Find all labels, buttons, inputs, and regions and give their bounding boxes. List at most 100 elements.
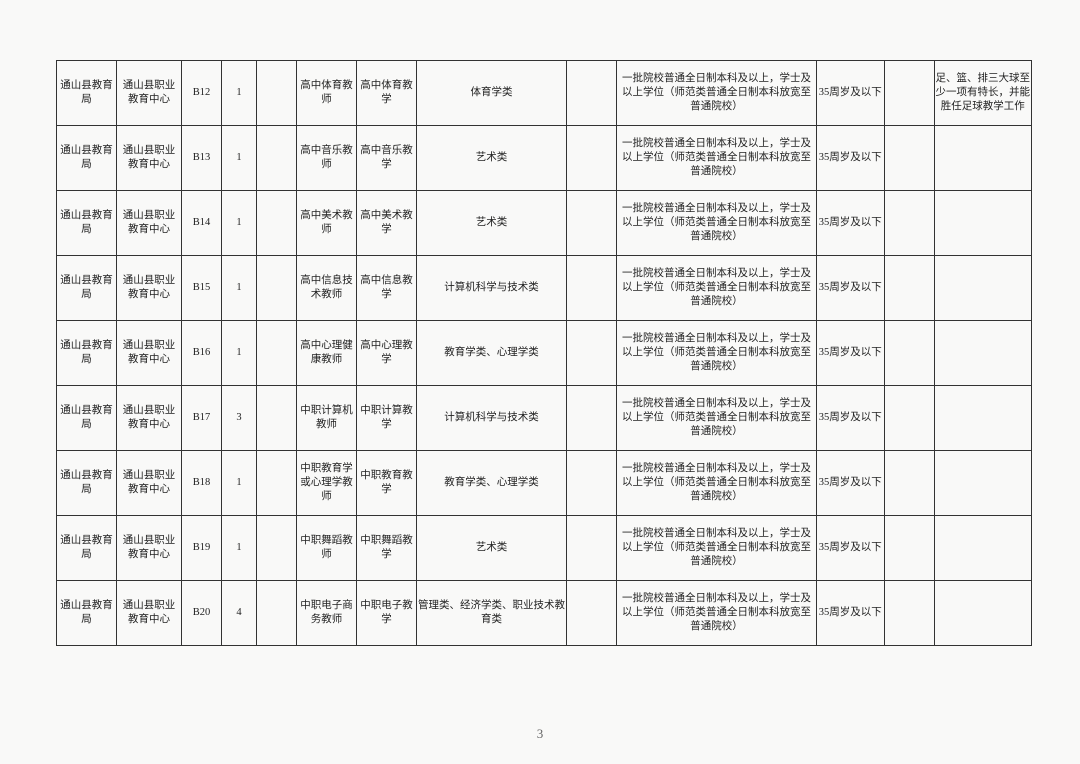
table-cell: 通山县教育局 <box>57 61 117 126</box>
table-cell: B13 <box>182 126 222 191</box>
table-cell: B15 <box>182 256 222 321</box>
table-cell <box>884 386 934 451</box>
table-cell: 足、篮、排三大球至少一项有特长，并能胜任足球教学工作 <box>934 61 1032 126</box>
table-cell: 艺术类 <box>417 191 567 256</box>
table-cell <box>567 61 617 126</box>
table-cell: B16 <box>182 321 222 386</box>
page-number: 3 <box>537 726 544 742</box>
table-cell: 教育学类、心理学类 <box>417 451 567 516</box>
table-cell: 通山县教育局 <box>57 126 117 191</box>
table-cell <box>257 256 297 321</box>
table-cell <box>884 321 934 386</box>
table-cell <box>934 256 1032 321</box>
table-cell <box>884 191 934 256</box>
table-cell: 1 <box>222 321 257 386</box>
table-cell: B17 <box>182 386 222 451</box>
table-cell <box>934 191 1032 256</box>
table-cell <box>257 61 297 126</box>
table-cell: 一批院校普通全日制本科及以上，学士及以上学位（师范类普通全日制本科放宽至普通院校… <box>617 191 817 256</box>
table-cell <box>884 61 934 126</box>
table-cell <box>884 126 934 191</box>
table-cell <box>567 126 617 191</box>
table-cell <box>257 321 297 386</box>
table-cell: 一批院校普通全日制本科及以上，学士及以上学位（师范类普通全日制本科放宽至普通院校… <box>617 256 817 321</box>
table-cell: 一批院校普通全日制本科及以上，学士及以上学位（师范类普通全日制本科放宽至普通院校… <box>617 126 817 191</box>
table-cell: 通山县职业教育中心 <box>117 191 182 256</box>
table-cell: 中职计算教学 <box>357 386 417 451</box>
table-cell: 1 <box>222 516 257 581</box>
table-body: 通山县教育局通山县职业教育中心B121高中体育教师高中体育教学体育学类一批院校普… <box>57 61 1032 646</box>
table-cell: 35周岁及以下 <box>817 321 885 386</box>
table-cell: 高中信息技术教师 <box>297 256 357 321</box>
table-cell: 高中音乐教学 <box>357 126 417 191</box>
table-row: 通山县教育局通山县职业教育中心B161高中心理健康教师高中心理教学教育学类、心理… <box>57 321 1032 386</box>
table-cell <box>257 191 297 256</box>
table-cell <box>257 516 297 581</box>
table-cell: 35周岁及以下 <box>817 126 885 191</box>
table-cell: 中职教育教学 <box>357 451 417 516</box>
table-cell: 通山县教育局 <box>57 451 117 516</box>
table-cell: 计算机科学与技术类 <box>417 386 567 451</box>
table-row: 通山县教育局通山县职业教育中心B191中职舞蹈教师中职舞蹈教学艺术类一批院校普通… <box>57 516 1032 581</box>
table-cell: 4 <box>222 581 257 646</box>
table-cell: 中职舞蹈教学 <box>357 516 417 581</box>
table-cell: 中职计算机教师 <box>297 386 357 451</box>
table-cell: 35周岁及以下 <box>817 451 885 516</box>
table-cell: 中职电子商务教师 <box>297 581 357 646</box>
table-cell: B19 <box>182 516 222 581</box>
table-cell <box>884 516 934 581</box>
table-cell: 通山县职业教育中心 <box>117 451 182 516</box>
table-cell <box>934 386 1032 451</box>
table-cell: 1 <box>222 451 257 516</box>
table-cell <box>257 581 297 646</box>
table-row: 通山县教育局通山县职业教育中心B141高中美术教师高中美术教学艺术类一批院校普通… <box>57 191 1032 256</box>
table-cell: B18 <box>182 451 222 516</box>
table-cell <box>934 451 1032 516</box>
table-cell <box>567 256 617 321</box>
table-cell: 中职教育学或心理学教师 <box>297 451 357 516</box>
table-cell <box>934 321 1032 386</box>
table-cell: 1 <box>222 256 257 321</box>
table-cell: 通山县职业教育中心 <box>117 256 182 321</box>
table-row: 通山县教育局通山县职业教育中心B131高中音乐教师高中音乐教学艺术类一批院校普通… <box>57 126 1032 191</box>
table-cell: 中职舞蹈教师 <box>297 516 357 581</box>
table-cell: 中职电子教学 <box>357 581 417 646</box>
table-cell: 教育学类、心理学类 <box>417 321 567 386</box>
table-cell: 通山县教育局 <box>57 256 117 321</box>
table-cell: 通山县职业教育中心 <box>117 516 182 581</box>
table-cell: 35周岁及以下 <box>817 581 885 646</box>
table-cell: 35周岁及以下 <box>817 386 885 451</box>
table-cell: 1 <box>222 126 257 191</box>
table-cell: 一批院校普通全日制本科及以上，学士及以上学位（师范类普通全日制本科放宽至普通院校… <box>617 451 817 516</box>
table-cell: 35周岁及以下 <box>817 516 885 581</box>
table-cell: 通山县职业教育中心 <box>117 126 182 191</box>
table-row: 通山县教育局通山县职业教育中心B121高中体育教师高中体育教学体育学类一批院校普… <box>57 61 1032 126</box>
table-cell: B12 <box>182 61 222 126</box>
table-cell <box>567 191 617 256</box>
table-cell: 高中体育教师 <box>297 61 357 126</box>
table-cell <box>884 256 934 321</box>
table-cell <box>257 126 297 191</box>
table-cell: 1 <box>222 191 257 256</box>
table-cell: 计算机科学与技术类 <box>417 256 567 321</box>
table-cell <box>934 516 1032 581</box>
table-cell <box>567 516 617 581</box>
table-cell: B20 <box>182 581 222 646</box>
table-cell: B14 <box>182 191 222 256</box>
table-cell: 通山县教育局 <box>57 321 117 386</box>
table-cell: 3 <box>222 386 257 451</box>
table-row: 通山县教育局通山县职业教育中心B181 中职教育学或心理学教师中职教育教学教育学类… <box>57 451 1032 516</box>
table-cell: 体育学类 <box>417 61 567 126</box>
table-cell: 通山县教育局 <box>57 386 117 451</box>
table-row: 通山县教育局通山县职业教育中心B173中职计算机教师中职计算教学计算机科学与技术… <box>57 386 1032 451</box>
recruitment-table: 通山县教育局通山县职业教育中心B121高中体育教师高中体育教学体育学类一批院校普… <box>56 60 1032 646</box>
table-cell: 一批院校普通全日制本科及以上，学士及以上学位（师范类普通全日制本科放宽至普通院校… <box>617 516 817 581</box>
table-cell: 管理类、经济学类、职业技术教育类 <box>417 581 567 646</box>
table-cell: 通山县职业教育中心 <box>117 581 182 646</box>
table-cell: 35周岁及以下 <box>817 256 885 321</box>
table-cell <box>567 321 617 386</box>
table-cell: 高中体育教学 <box>357 61 417 126</box>
table-cell: 一批院校普通全日制本科及以上，学士及以上学位（师范类普通全日制本科放宽至普通院校… <box>617 581 817 646</box>
table-cell: 一批院校普通全日制本科及以上，学士及以上学位（师范类普通全日制本科放宽至普通院校… <box>617 321 817 386</box>
table-cell <box>567 386 617 451</box>
